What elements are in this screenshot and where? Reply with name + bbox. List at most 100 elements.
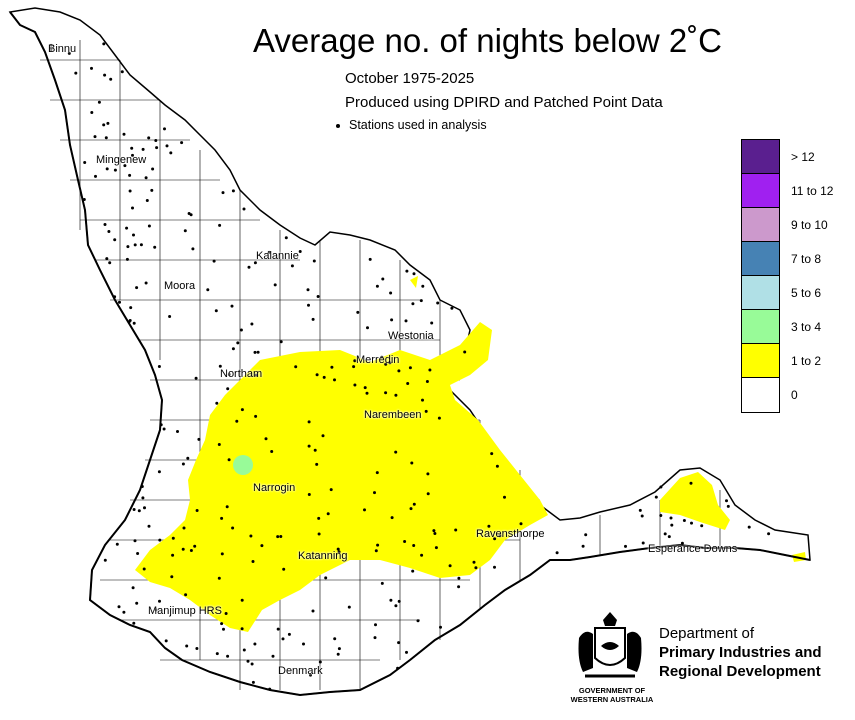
station-dot bbox=[397, 599, 401, 603]
station-dot bbox=[132, 508, 136, 511]
legend-swatch bbox=[742, 242, 779, 276]
station-dot bbox=[250, 322, 254, 326]
station-dot bbox=[330, 365, 334, 369]
station-dot bbox=[113, 168, 117, 172]
station-dot bbox=[326, 512, 330, 516]
station-dot bbox=[253, 642, 257, 646]
station-dot bbox=[180, 141, 184, 145]
station-dot bbox=[309, 673, 312, 677]
station-dot bbox=[93, 135, 97, 139]
station-dot bbox=[242, 207, 246, 211]
station-dot bbox=[463, 350, 467, 354]
station-dot bbox=[189, 549, 193, 552]
station-dot bbox=[436, 301, 440, 305]
station-dot bbox=[105, 167, 109, 171]
station-dot bbox=[353, 383, 357, 387]
station-dot bbox=[315, 373, 319, 377]
station-dot bbox=[133, 539, 137, 543]
map-subtitle: October 1975-2025 bbox=[345, 70, 475, 87]
station-dot bbox=[168, 315, 172, 318]
station-dot bbox=[254, 414, 258, 418]
station-dot bbox=[147, 224, 151, 228]
station-dot bbox=[376, 543, 380, 547]
station-dot bbox=[659, 514, 663, 517]
station-dot bbox=[412, 272, 416, 276]
station-dot bbox=[197, 437, 201, 441]
station-dot bbox=[215, 401, 219, 405]
station-dot bbox=[313, 448, 317, 452]
station-dot bbox=[406, 382, 410, 385]
town-label: Northam bbox=[220, 368, 263, 380]
station-dot bbox=[206, 288, 210, 292]
station-dot bbox=[388, 361, 392, 365]
town-label: Kalannie bbox=[256, 250, 299, 262]
legend-swatch bbox=[742, 140, 779, 174]
station-dot bbox=[437, 416, 441, 420]
station-dot bbox=[430, 321, 434, 325]
station-dot bbox=[103, 73, 107, 77]
station-dot bbox=[322, 375, 326, 379]
station-dot bbox=[380, 355, 384, 359]
station-dot bbox=[214, 309, 218, 313]
station-dot bbox=[416, 619, 420, 623]
station-dot bbox=[519, 522, 523, 526]
station-dot bbox=[384, 362, 388, 366]
town-label: Moora bbox=[164, 280, 196, 292]
station-dot bbox=[273, 283, 277, 287]
station-dot bbox=[287, 632, 291, 636]
station-dot bbox=[434, 546, 438, 550]
station-dot bbox=[408, 366, 412, 370]
station-dot bbox=[503, 495, 506, 499]
station-dot bbox=[67, 51, 71, 55]
station-dot bbox=[212, 259, 216, 263]
station-dot bbox=[145, 199, 149, 202]
station-dot bbox=[107, 230, 111, 233]
legend-swatch bbox=[742, 174, 779, 208]
station-dot bbox=[363, 386, 367, 390]
station-dot bbox=[130, 146, 134, 150]
station-dot bbox=[83, 161, 87, 164]
station-dot bbox=[251, 680, 255, 684]
station-dot bbox=[117, 605, 121, 609]
station-dot bbox=[181, 547, 185, 551]
station-dot bbox=[667, 535, 671, 539]
station-dot bbox=[368, 257, 372, 261]
station-dot bbox=[240, 627, 244, 631]
station-dot bbox=[144, 281, 148, 285]
government-label: GOVERNMENT OF WESTERN AUSTRALIA bbox=[570, 686, 654, 704]
station-dot bbox=[389, 598, 393, 602]
station-dot bbox=[333, 378, 336, 382]
station-dot bbox=[227, 373, 231, 376]
legend-swatch bbox=[742, 276, 779, 310]
station-dot bbox=[90, 66, 93, 70]
station-dot bbox=[226, 387, 230, 391]
station-dot bbox=[225, 505, 229, 509]
station-dot bbox=[424, 409, 428, 413]
station-dot bbox=[384, 391, 388, 395]
station-dot bbox=[419, 299, 423, 303]
station-dot bbox=[352, 365, 356, 369]
station-dot bbox=[186, 456, 190, 460]
station-dot bbox=[298, 250, 302, 253]
legend-label: 0 bbox=[791, 388, 798, 402]
station-dot bbox=[276, 535, 280, 539]
station-dot bbox=[307, 303, 310, 307]
station-dot bbox=[329, 488, 333, 492]
station-dot bbox=[307, 420, 311, 424]
legend-swatch bbox=[742, 344, 779, 378]
color-legend bbox=[741, 139, 780, 413]
town-label: Mingenew bbox=[96, 154, 147, 166]
station-dot bbox=[181, 462, 185, 466]
station-dot bbox=[103, 223, 107, 226]
station-dot bbox=[271, 654, 275, 658]
station-dot bbox=[176, 430, 179, 433]
station-dot bbox=[218, 364, 222, 368]
station-dot bbox=[157, 365, 161, 368]
station-dot bbox=[231, 189, 235, 193]
station-dot bbox=[390, 516, 394, 520]
station-dot bbox=[137, 509, 141, 513]
station-dot bbox=[240, 598, 244, 602]
station-dot bbox=[450, 306, 454, 310]
station-dot bbox=[307, 444, 311, 448]
station-dot bbox=[118, 300, 121, 304]
